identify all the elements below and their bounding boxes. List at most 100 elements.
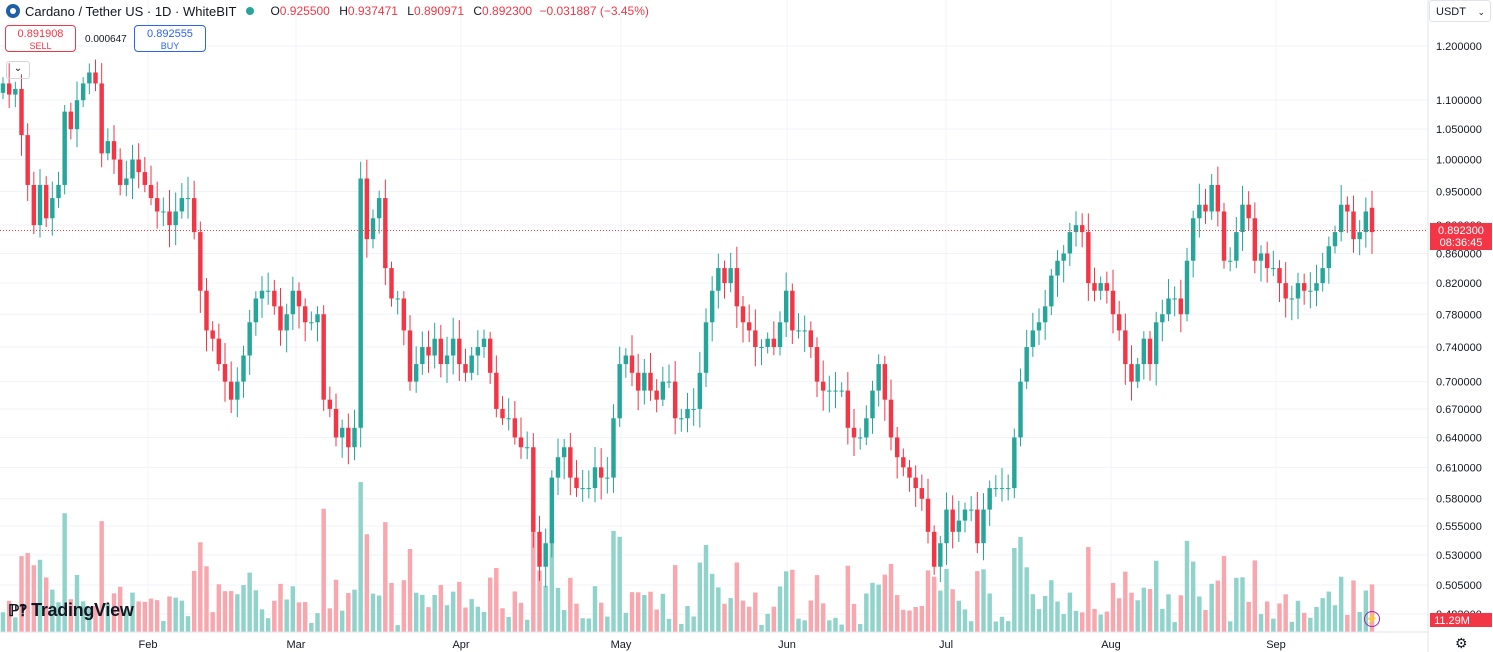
volume-bar [839, 624, 844, 632]
volume-bar [543, 585, 548, 632]
candle [981, 493, 986, 561]
candle-body [1092, 283, 1097, 291]
candle [272, 279, 277, 315]
candle-body [228, 381, 234, 400]
volume-bar [574, 603, 579, 632]
candle [833, 371, 838, 409]
volume-bar [913, 607, 918, 632]
volume-bar [13, 617, 18, 632]
candle-body [716, 268, 721, 291]
volume-bar [376, 595, 382, 632]
candle [1055, 250, 1060, 297]
volume-bar [185, 616, 191, 632]
volume-bar [99, 521, 104, 632]
volume-bar [278, 583, 283, 632]
volume-bar [370, 593, 376, 632]
volume-bar [759, 624, 764, 632]
candle [241, 345, 246, 398]
candle-body [679, 418, 684, 420]
candle-body [494, 372, 499, 409]
candle-body [376, 198, 382, 219]
candle [130, 144, 135, 199]
candle-body [401, 298, 407, 331]
candle-body [654, 390, 659, 400]
gear-icon[interactable]: ⚙ [1455, 635, 1468, 651]
candle [0, 77, 6, 100]
tradingview-logo[interactable]: ℙ‽ TradingView [8, 600, 134, 621]
candle [703, 308, 709, 388]
candle [568, 432, 573, 496]
candle-body [728, 268, 733, 284]
candle [124, 160, 129, 197]
candle-body [740, 306, 746, 323]
volume-bar [691, 616, 696, 632]
candle [771, 321, 777, 356]
volume-bar [716, 587, 721, 632]
candle [444, 336, 450, 383]
chevron-down-icon: ⌄ [13, 63, 23, 74]
candle [777, 311, 783, 356]
candle-body [1215, 184, 1221, 212]
candle-body [629, 355, 635, 373]
volume-bar [284, 599, 289, 632]
collapse-legend-button[interactable]: ⌄ [6, 61, 30, 79]
candle-body [642, 372, 647, 391]
candle [506, 398, 511, 431]
volume-bar [1345, 614, 1350, 632]
lightning-icon[interactable]: ⚡ [1364, 611, 1380, 627]
candle-body [1129, 364, 1134, 382]
volume-bar [999, 616, 1005, 632]
candle-body [901, 457, 906, 468]
volume-bar [62, 513, 67, 632]
candle-body [549, 477, 555, 544]
candle [1308, 272, 1313, 309]
candle [426, 330, 431, 373]
candle-body [389, 268, 394, 299]
candle [1036, 308, 1042, 346]
candle-body [1338, 204, 1344, 233]
candle [37, 169, 43, 238]
candle-body [944, 509, 949, 544]
volume-bar [1227, 621, 1233, 632]
volume-bar [1178, 595, 1184, 632]
candle-body [993, 488, 999, 490]
candle-body [666, 381, 672, 383]
candle-body [111, 141, 117, 160]
candle-body [1258, 253, 1264, 261]
candle-body [50, 198, 55, 219]
volume-bar [919, 605, 925, 632]
candle-body [1024, 347, 1029, 382]
candle-body [734, 268, 740, 307]
candle-body [605, 477, 610, 479]
candle-body [1018, 381, 1023, 438]
volume-bar [925, 570, 931, 632]
candle-body [25, 135, 30, 185]
currency-selector[interactable]: USDT ⌄ [1429, 0, 1491, 22]
candle-body [321, 314, 326, 400]
volume-bar [50, 589, 55, 632]
symbol-title[interactable]: Cardano / Tether US · 1D · WhiteBIT [25, 3, 237, 19]
buy-price: 0.892555 [147, 28, 193, 40]
cardano-symbol-icon [6, 4, 20, 18]
volume-bar [617, 536, 622, 632]
market-status-icon[interactable] [246, 7, 255, 15]
candle [1116, 300, 1122, 341]
candle [876, 354, 881, 407]
candle [518, 417, 524, 459]
candle-body [420, 347, 425, 365]
candle [851, 409, 857, 456]
candle [894, 426, 900, 479]
candle-body [296, 290, 302, 307]
y-tick-label: 0.580000 [1436, 494, 1482, 506]
candle [1197, 183, 1202, 238]
candle-body [1086, 232, 1091, 284]
volume-bar [1258, 614, 1264, 632]
candle [259, 276, 265, 318]
buy-button[interactable]: 0.892555 BUY [134, 25, 206, 52]
candle-body [1363, 211, 1369, 233]
sell-button[interactable]: 0.891908 SELL [5, 25, 76, 52]
volume-bar [290, 586, 296, 632]
candle-body [1320, 268, 1325, 284]
candle-body [531, 447, 536, 532]
